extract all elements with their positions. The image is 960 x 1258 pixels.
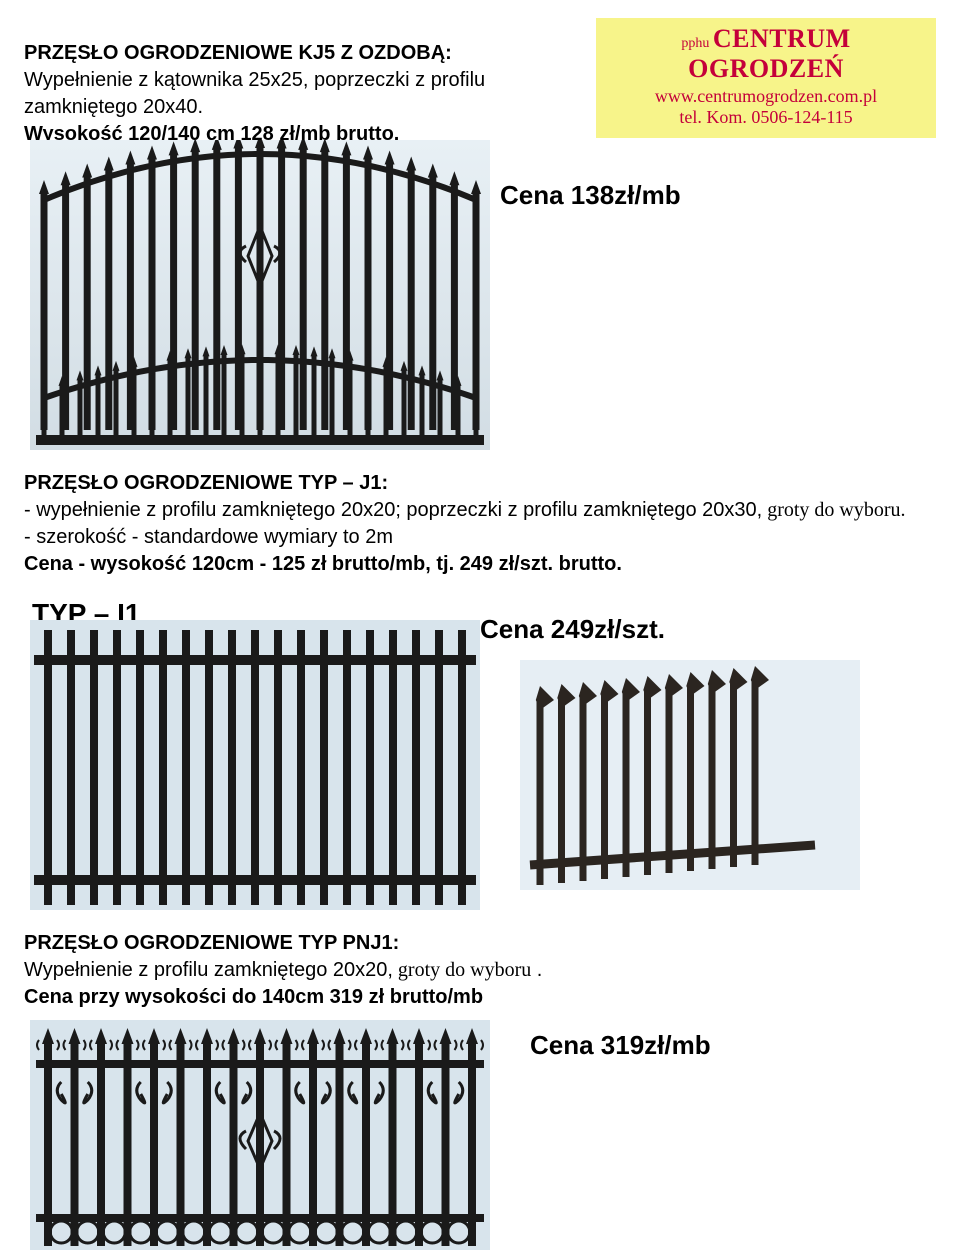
product3-line1-serif: groty do wyboru: [393, 959, 531, 981]
product3-line1: Wypełnienie z profilu zamkniętego 20x20,…: [24, 957, 936, 984]
product3-line1a: Wypełnienie z profilu zamkniętego 20x20,: [24, 959, 393, 981]
product2-line1-serif: groty do wyboru.: [762, 499, 905, 521]
product2-line1: - wypełnienie z profilu zamkniętego 20x2…: [24, 497, 936, 524]
product2-fence-a-image: [30, 620, 480, 910]
company-name: CENTRUM OGRODZEŃ: [688, 24, 851, 83]
product2-line2: - szerokość - standardowe wymiary to 2m: [24, 524, 936, 551]
product1-intro: PRZĘSŁO OGRODZENIOWE KJ5 Z OZDOBĄ: Wypeł…: [24, 18, 596, 148]
company-name-line: pphu CENTRUM OGRODZEŃ: [606, 24, 926, 84]
product3-line1-end: .: [531, 959, 542, 981]
product2-line1a: - wypełnienie z profilu zamkniętego 20x2…: [24, 499, 762, 521]
company-url: www.centrumogrodzen.com.pl: [606, 86, 926, 107]
company-tel: tel. Kom. 0506-124-115: [606, 107, 926, 128]
product3-fence-image: [30, 1020, 490, 1250]
product1-fence-image: [30, 140, 490, 450]
product2-price: Cena 249zł/szt.: [480, 614, 665, 645]
company-prefix: pphu: [681, 36, 713, 51]
product1-price: Cena 138zł/mb: [500, 180, 681, 211]
product2-line3: Cena - wysokość 120cm - 125 zł brutto/mb…: [24, 551, 936, 578]
product2-fence-b-image: [520, 660, 860, 890]
product3-price: Cena 319zł/mb: [530, 1030, 711, 1061]
company-box: pphu CENTRUM OGRODZEŃ www.centrumogrodze…: [596, 18, 936, 138]
product3-heading: PRZĘSŁO OGRODZENIOWE TYP PNJ1:: [24, 930, 936, 957]
header-row: PRZĘSŁO OGRODZENIOWE KJ5 Z OZDOBĄ: Wypeł…: [0, 0, 960, 148]
product2-heading: PRZĘSŁO OGRODZENIOWE TYP – J1:: [24, 470, 936, 497]
product3-text: PRZĘSŁO OGRODZENIOWE TYP PNJ1: Wypełnien…: [24, 930, 936, 1011]
product1-line2: Wypełnienie z kątownika 25x25, poprzeczk…: [24, 67, 596, 121]
product2-text: PRZĘSŁO OGRODZENIOWE TYP – J1: - wypełni…: [24, 470, 936, 578]
product3-line2: Cena przy wysokości do 140cm 319 zł brut…: [24, 984, 936, 1011]
product1-title: PRZĘSŁO OGRODZENIOWE KJ5 Z OZDOBĄ:: [24, 40, 596, 67]
